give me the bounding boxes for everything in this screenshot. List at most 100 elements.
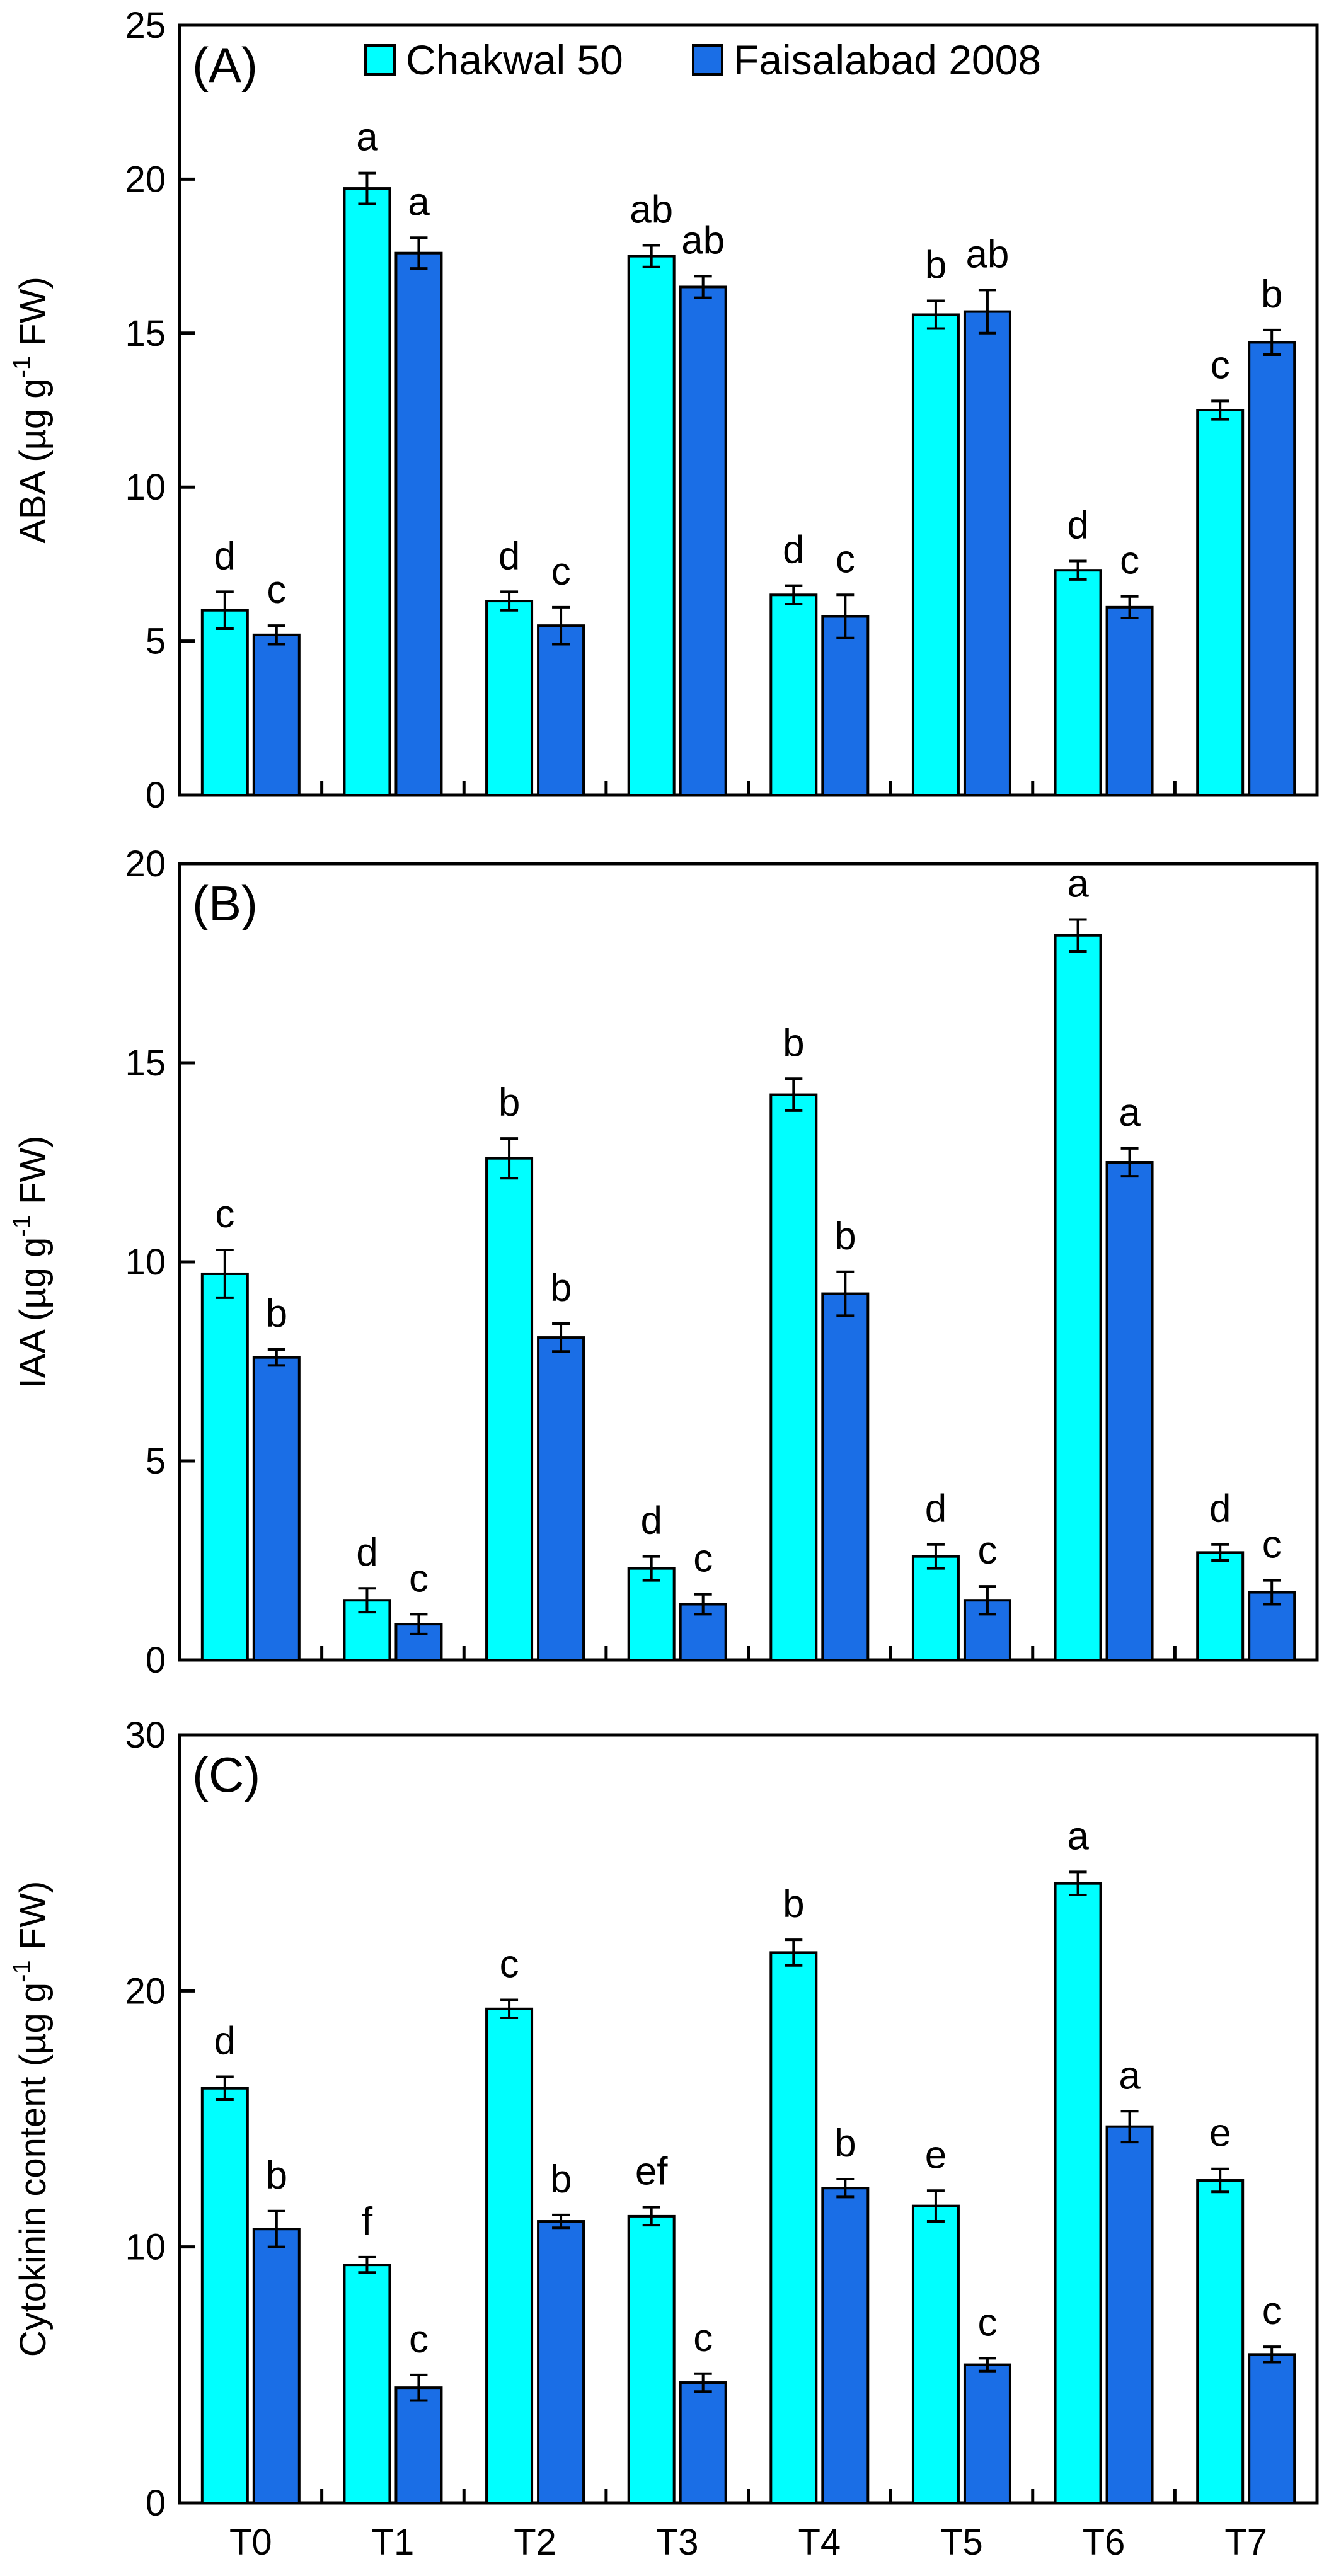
significance-label: b (834, 2122, 856, 2165)
bar-t7-series-2 (1248, 2353, 1296, 2504)
x-tick-label: T5 (940, 2522, 983, 2563)
bar-t3-series-2 (679, 285, 727, 797)
significance-label: c (693, 2316, 713, 2360)
bar-t5-series-2 (963, 2363, 1011, 2505)
significance-label: b (783, 1021, 804, 1065)
significance-label: c (267, 568, 286, 612)
y-tick-label: 20 (125, 159, 166, 200)
significance-label: c (215, 1193, 234, 1236)
bar-t4-series-1 (769, 1093, 818, 1662)
bar-t7-series-2 (1248, 341, 1296, 796)
bar-t3-series-1 (627, 255, 676, 797)
legend-swatch (692, 44, 723, 76)
bar-t6-series-2 (1105, 605, 1154, 796)
y-tick-label: 25 (125, 5, 166, 46)
bar-t4-series-2 (821, 615, 870, 796)
significance-label: c (977, 2301, 997, 2344)
bar-t3-series-1 (627, 1567, 676, 1661)
significance-label: b (266, 1292, 287, 1336)
legend-label: Chakwal 50 (406, 37, 623, 83)
chart-panel-c: 0 10 20 30 Cytokinin content (µg g-1 FW) (C) d… (8, 1715, 1319, 2563)
bar-t0-series-1 (200, 609, 249, 796)
bar-t6-series-1 (1054, 569, 1102, 797)
significance-label: e (925, 2133, 947, 2177)
significance-label: e (1209, 2112, 1231, 2155)
significance-label: b (550, 2158, 572, 2201)
significance-label: d (1209, 1487, 1231, 1531)
bar-t5-series-1 (911, 1555, 960, 1661)
significance-label: b (783, 1882, 804, 1926)
x-tick-label: T1 (372, 2522, 415, 2563)
bar-t1-series-1 (343, 2264, 391, 2505)
y-axis-title: Cytokinin content (µg g-1 FW) (8, 1881, 54, 2357)
y-tick-label: 5 (146, 621, 166, 662)
legend-swatch (364, 44, 396, 76)
x-tick-label: T0 (229, 2522, 272, 2563)
panel-label: (A) (192, 37, 258, 93)
legend: Chakwal 50 Faisalabad 2008 (364, 37, 1041, 83)
significance-label: c (977, 1529, 997, 1572)
panel-label: (B) (192, 876, 258, 931)
y-tick-label: 15 (125, 1043, 166, 1084)
significance-label: a (1119, 2054, 1141, 2097)
bar-t6-series-2 (1105, 1161, 1154, 1661)
bar-t0-series-2 (252, 633, 301, 796)
significance-label: c (1211, 343, 1230, 387)
significance-label: a (1067, 1814, 1089, 1858)
x-tick-label: T6 (1083, 2522, 1125, 2563)
significance-label: b (834, 1215, 856, 1258)
significance-label: ab (681, 219, 725, 262)
bar-t2-series-1 (485, 600, 534, 797)
y-tick-label: 15 (125, 313, 166, 354)
y-tick-label: 10 (125, 467, 166, 508)
significance-label: b (266, 2154, 287, 2197)
y-tick-label: 0 (146, 1640, 166, 1681)
bar-t1-series-2 (394, 251, 443, 797)
bar-t7-series-1 (1196, 1551, 1245, 1662)
bar-t3-series-1 (627, 2214, 676, 2505)
bar-t0-series-2 (252, 2228, 301, 2505)
y-tick-label: 10 (125, 1242, 166, 1283)
bar-t0-series-1 (200, 2087, 249, 2504)
legend-item-1: Chakwal 50 (364, 37, 623, 83)
bar-t4-series-1 (769, 1951, 818, 2504)
bar-t3-series-2 (679, 2381, 727, 2505)
legend-item-2: Faisalabad 2008 (692, 37, 1041, 83)
significance-label: a (408, 180, 430, 224)
significance-label: f (362, 2200, 373, 2243)
significance-label: c (409, 1557, 429, 1600)
significance-label: b (550, 1266, 572, 1310)
significance-label: ab (630, 188, 673, 231)
bar-t2-series-1 (485, 2007, 534, 2504)
panel-label: (C) (192, 1747, 260, 1802)
y-tick-label: 0 (146, 775, 166, 816)
significance-label: c (1262, 1523, 1282, 1567)
y-tick-label: 0 (146, 2483, 166, 2524)
y-tick-label: 20 (125, 844, 166, 884)
x-tick-label: T7 (1224, 2522, 1267, 2563)
significance-label: ef (635, 2150, 668, 2194)
y-axis-title: IAA (µg g-1 FW) (8, 1136, 54, 1388)
x-tick-label: T2 (514, 2522, 556, 2563)
bar-t2-series-2 (537, 624, 585, 796)
significance-label: d (783, 529, 804, 572)
significance-label: a (1067, 862, 1089, 905)
significance-label: d (640, 1499, 662, 1543)
significance-label: c (551, 550, 571, 593)
bar-t6-series-1 (1054, 934, 1102, 1661)
bar-t1-series-2 (394, 2386, 443, 2504)
bar-t2-series-2 (537, 2220, 585, 2505)
bar-t2-series-1 (485, 1157, 534, 1662)
bar-t1-series-1 (343, 187, 391, 796)
bar-t4-series-2 (821, 1292, 870, 1662)
y-tick-label: 5 (146, 1441, 166, 1482)
legend-label: Faisalabad 2008 (734, 37, 1041, 83)
significance-label: b (925, 243, 947, 287)
x-tick-label: T4 (798, 2522, 841, 2563)
bar-t7-series-1 (1196, 2179, 1245, 2505)
significance-label: ab (965, 232, 1009, 276)
